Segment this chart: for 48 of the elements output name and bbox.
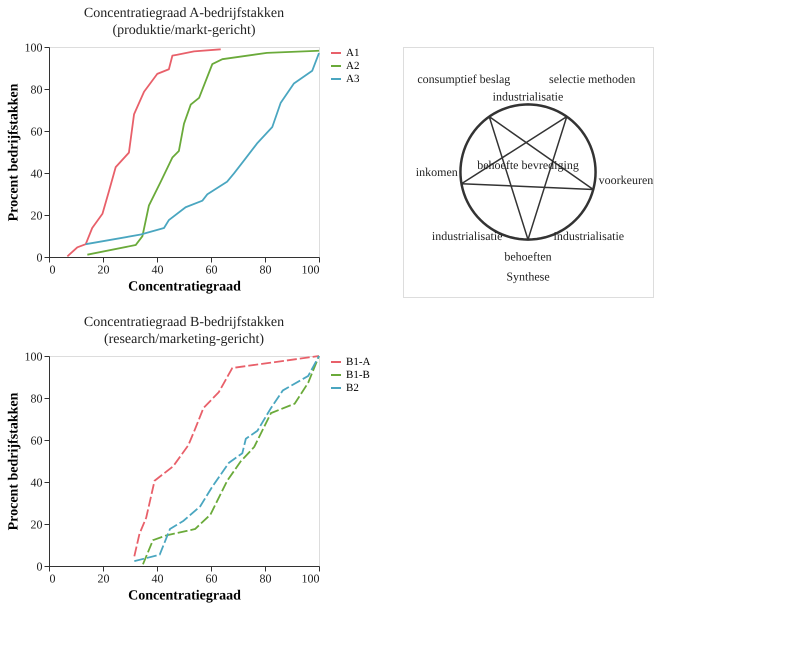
line-series xyxy=(66,48,222,258)
text: behoeften xyxy=(504,249,552,264)
x-tick-label: 0 xyxy=(50,262,56,276)
x-axis-title: Concentratiegraad xyxy=(128,588,242,604)
x-tick-label: 80 xyxy=(260,262,272,276)
x-tick-label: 20 xyxy=(98,572,110,586)
y-tick-label: 80 xyxy=(30,82,42,96)
y-tick-label: 20 xyxy=(30,208,42,222)
text: inkomen xyxy=(416,165,458,179)
chart-subtitle: (research/marketing-gericht) xyxy=(104,332,264,347)
y-tick-label: 80 xyxy=(30,392,42,406)
chart-title: Concentratiegraad B-bedrijfstakken xyxy=(84,315,284,330)
x-axis-title: Concentratiegraad xyxy=(128,280,242,294)
chart-subtitle: (produktie/markt-gericht) xyxy=(112,23,256,38)
x-tick-label: 40 xyxy=(152,262,164,276)
text: industrialisatie xyxy=(432,229,503,244)
text: selectie methoden xyxy=(549,72,636,86)
x-tick-label: 40 xyxy=(152,572,164,586)
text: voorkeuren xyxy=(598,173,654,188)
legend-label: A1 xyxy=(346,47,360,59)
legend-label: B1-B xyxy=(346,369,370,381)
legend-label: B1-A xyxy=(346,356,370,368)
legend-label: A3 xyxy=(346,73,360,85)
text: industrialisatie xyxy=(553,229,624,244)
y-axis-title: Procent bedrijfstakken xyxy=(6,83,22,222)
y-tick-label: 20 xyxy=(30,518,42,532)
text: industrialisatie xyxy=(492,89,564,104)
text: Synthese xyxy=(506,270,550,284)
y-tick-label: 60 xyxy=(30,434,42,448)
y-tick-label: 100 xyxy=(24,350,42,364)
y-axis-title: Procent bedrijfstakken xyxy=(6,392,22,530)
x-tick-label: 20 xyxy=(98,262,110,276)
y-tick-label: 40 xyxy=(30,166,42,180)
text: consumptief beslag xyxy=(417,72,510,86)
x-tick-label: 60 xyxy=(206,572,218,586)
y-tick-label: 0 xyxy=(36,250,42,264)
x-tick-label: 100 xyxy=(302,262,320,276)
y-tick-label: 100 xyxy=(24,40,42,54)
x-tick-label: 0 xyxy=(50,572,56,586)
y-tick-label: 0 xyxy=(36,560,42,574)
y-tick-label: 40 xyxy=(30,476,42,490)
chart-title: Concentratiegraad A-bedrijfstakken xyxy=(84,6,284,21)
x-tick-label: 60 xyxy=(206,262,218,276)
legend-label: B2 xyxy=(346,382,359,394)
y-tick-label: 60 xyxy=(30,124,42,138)
legend-label: A2 xyxy=(346,60,360,72)
x-tick-label: 100 xyxy=(302,572,320,586)
x-tick-label: 80 xyxy=(260,572,272,586)
